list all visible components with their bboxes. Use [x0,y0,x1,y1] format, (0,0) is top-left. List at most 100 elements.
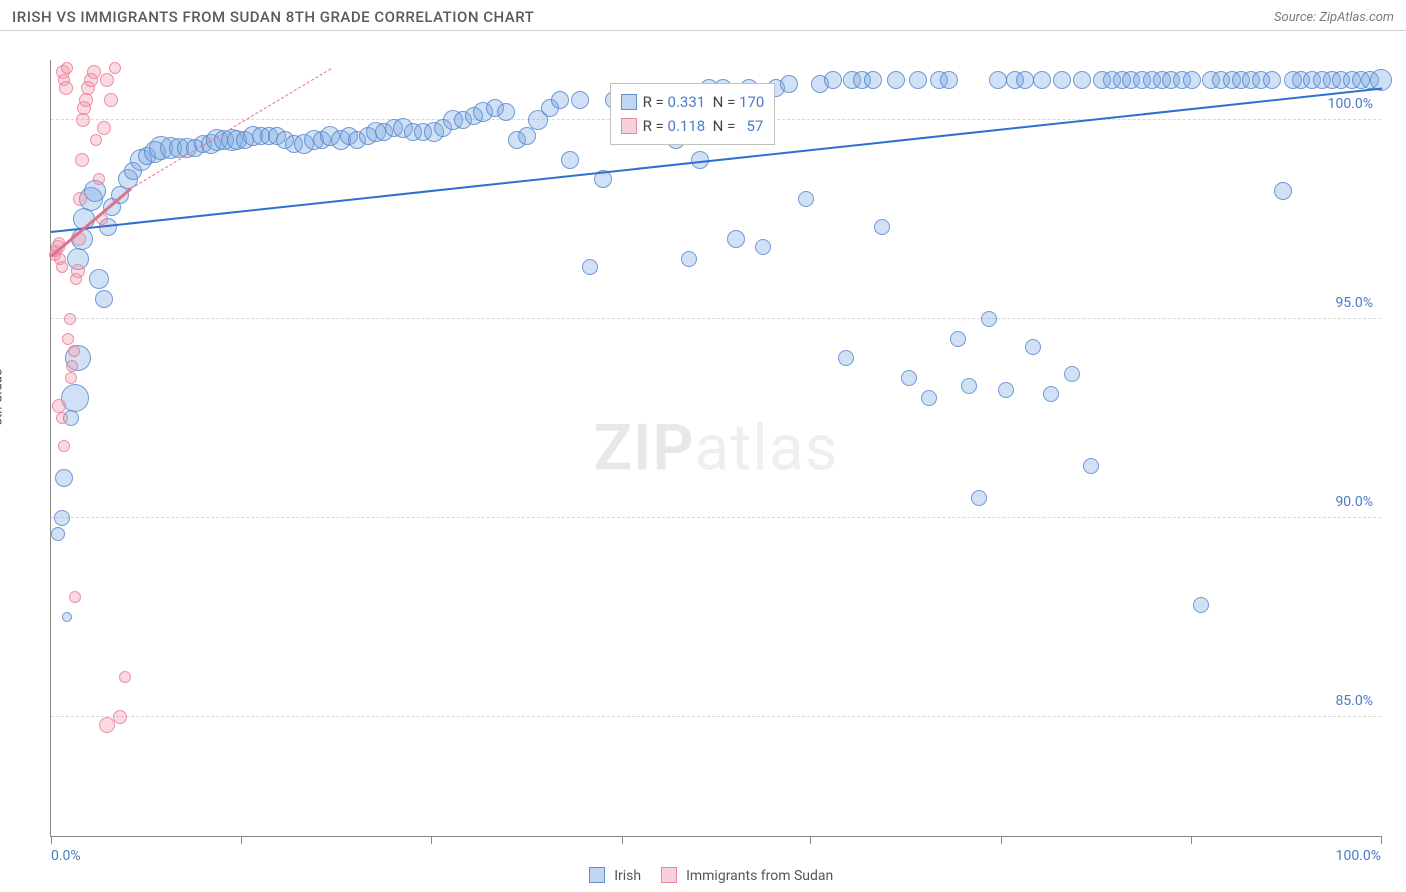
data-point [55,469,73,487]
data-point [824,71,842,89]
data-point [497,103,515,121]
stats-box: R = 0.331 N = 170R = 0.118 N = 57 [610,83,776,145]
gridline [51,716,1381,717]
data-point [798,191,814,207]
data-point [1033,71,1051,89]
chart-title: IRISH VS IMMIGRANTS FROM SUDAN 8TH GRADE… [12,8,534,26]
data-point [89,269,109,289]
data-point [1193,597,1209,613]
data-point [52,399,66,413]
data-point [909,71,927,89]
legend: Irish Immigrants from Sudan [0,867,1406,884]
data-point [1053,71,1071,89]
chart-area: 8th Grade ZIPatlas 85.0%90.0%95.0%100.0%… [10,40,1396,852]
gridline [51,318,1381,319]
data-point [998,382,1014,398]
data-point [755,239,771,255]
data-point [62,612,72,622]
data-point [864,71,882,89]
data-point [874,219,890,235]
data-point [727,230,745,248]
x-tick-mark [622,836,623,844]
x-tick-mark [51,836,52,844]
data-point [838,350,854,366]
data-point [76,113,90,127]
y-tick-label: 100.0% [1328,96,1373,112]
data-point [971,490,987,506]
data-point [1064,366,1080,382]
data-point [75,153,89,167]
watermark: ZIPatlas [593,411,838,486]
data-point [90,134,102,146]
scatter-plot: ZIPatlas 85.0%90.0%95.0%100.0%0.0%100.0%… [50,60,1381,837]
x-tick-mark [431,836,432,844]
data-point [65,372,77,384]
data-point [1274,182,1292,200]
data-point [1083,458,1099,474]
data-point [780,75,798,93]
legend-label-irish: Irish [614,868,641,884]
data-point [61,62,73,74]
data-point [97,121,111,135]
data-point [51,527,65,541]
data-point [119,671,131,683]
data-point [66,360,78,372]
x-tick-mark [1381,836,1382,844]
data-point [109,62,121,74]
data-point [940,71,958,89]
data-point [1025,339,1041,355]
x-tick-label: 0.0% [51,848,81,864]
y-axis-label: 8th Grade [0,369,6,425]
x-tick-mark [810,836,811,844]
data-point [54,510,70,526]
data-point [1043,386,1059,402]
data-point [68,345,80,357]
y-tick-label: 85.0% [1335,693,1373,709]
data-point [64,313,76,325]
legend-label-sudan: Immigrants from Sudan [686,868,833,884]
data-point [73,192,87,206]
data-point [561,151,579,169]
y-tick-label: 95.0% [1335,295,1373,311]
data-point [62,333,74,345]
data-point [56,261,68,273]
data-point [1263,71,1281,89]
data-point [79,93,93,107]
gridline [51,517,1381,518]
data-point [950,331,966,347]
data-point [518,127,536,145]
data-point [58,440,70,452]
data-point [681,251,697,267]
data-point [1073,71,1091,89]
data-point [104,93,118,107]
data-point [551,91,569,109]
data-point [93,173,105,185]
chart-source: Source: ZipAtlas.com [1274,10,1394,25]
x-tick-label: 100.0% [1336,848,1381,864]
trend-line [131,68,331,188]
data-point [1183,71,1201,89]
data-point [99,717,115,733]
x-tick-mark [1001,836,1002,844]
data-point [981,311,997,327]
data-point [887,71,905,89]
legend-swatch-irish [589,867,605,883]
chart-header: IRISH VS IMMIGRANTS FROM SUDAN 8TH GRADE… [0,0,1406,31]
data-point [901,370,917,386]
data-point [87,65,101,79]
data-point [1016,71,1034,89]
data-point [100,73,114,87]
data-point [113,710,127,724]
data-point [989,71,1007,89]
data-point [59,81,73,95]
y-tick-label: 90.0% [1335,494,1373,510]
legend-swatch-sudan [661,867,677,883]
data-point [56,412,68,424]
data-point [582,259,598,275]
data-point [571,91,589,109]
data-point [71,264,85,278]
data-point [95,290,113,308]
data-point [69,591,81,603]
x-tick-mark [241,836,242,844]
data-point [921,390,937,406]
